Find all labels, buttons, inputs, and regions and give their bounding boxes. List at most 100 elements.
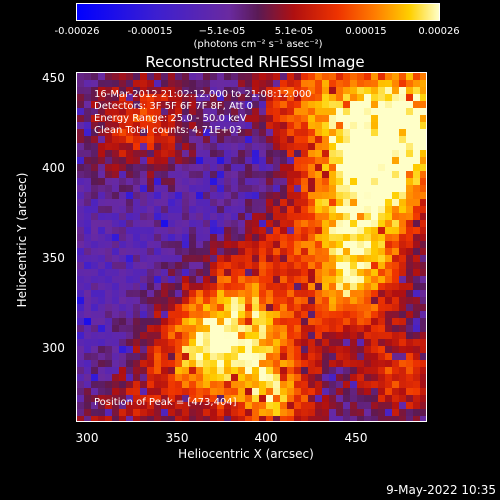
image-pixel bbox=[126, 283, 133, 290]
image-pixel bbox=[350, 248, 357, 255]
image-pixel bbox=[371, 157, 378, 164]
image-pixel bbox=[301, 416, 308, 421]
image-pixel bbox=[329, 353, 336, 360]
image-pixel bbox=[161, 416, 168, 421]
image-pixel bbox=[112, 136, 119, 143]
image-pixel bbox=[245, 360, 252, 367]
image-pixel bbox=[399, 164, 406, 171]
image-pixel bbox=[413, 129, 420, 136]
image-pixel bbox=[98, 248, 105, 255]
image-pixel bbox=[175, 199, 182, 206]
image-pixel bbox=[392, 276, 399, 283]
image-pixel bbox=[77, 192, 84, 199]
image-pixel bbox=[308, 199, 315, 206]
image-pixel bbox=[315, 325, 322, 332]
image-pixel bbox=[231, 234, 238, 241]
image-pixel bbox=[315, 94, 322, 101]
image-pixel bbox=[84, 248, 91, 255]
image-pixel bbox=[126, 353, 133, 360]
image-pixel bbox=[175, 87, 182, 94]
image-pixel bbox=[112, 122, 119, 129]
colorbar-tick: -0.00015 bbox=[127, 26, 173, 37]
image-pixel bbox=[98, 143, 105, 150]
image-pixel bbox=[133, 192, 140, 199]
image-pixel bbox=[357, 304, 364, 311]
image-pixel bbox=[196, 115, 203, 122]
image-pixel bbox=[154, 402, 161, 409]
image-pixel bbox=[252, 101, 259, 108]
image-pixel bbox=[371, 164, 378, 171]
image-pixel bbox=[371, 241, 378, 248]
image-pixel bbox=[168, 136, 175, 143]
image-pixel bbox=[392, 304, 399, 311]
image-pixel bbox=[238, 192, 245, 199]
image-pixel bbox=[280, 388, 287, 395]
image-pixel bbox=[273, 115, 280, 122]
image-pixel bbox=[378, 346, 385, 353]
image-pixel bbox=[336, 346, 343, 353]
image-pixel bbox=[133, 311, 140, 318]
image-pixel bbox=[385, 276, 392, 283]
image-pixel bbox=[210, 171, 217, 178]
image-pixel bbox=[322, 108, 329, 115]
image-pixel bbox=[280, 409, 287, 416]
image-pixel bbox=[406, 262, 413, 269]
image-pixel bbox=[182, 94, 189, 101]
image-pixel bbox=[357, 185, 364, 192]
image-pixel bbox=[364, 178, 371, 185]
image-pixel bbox=[371, 108, 378, 115]
image-pixel bbox=[140, 381, 147, 388]
image-pixel bbox=[294, 360, 301, 367]
image-pixel bbox=[287, 311, 294, 318]
image-pixel bbox=[336, 360, 343, 367]
image-pixel bbox=[175, 367, 182, 374]
image-pixel bbox=[273, 80, 280, 87]
image-pixel bbox=[168, 262, 175, 269]
image-pixel bbox=[350, 199, 357, 206]
image-pixel bbox=[273, 262, 280, 269]
image-pixel bbox=[224, 276, 231, 283]
image-pixel bbox=[84, 339, 91, 346]
image-pixel bbox=[399, 80, 406, 87]
image-pixel bbox=[140, 262, 147, 269]
image-pixel bbox=[231, 108, 238, 115]
image-pixel bbox=[420, 143, 426, 150]
image-pixel bbox=[210, 416, 217, 421]
image-pixel bbox=[371, 192, 378, 199]
image-pixel bbox=[182, 150, 189, 157]
image-pixel bbox=[378, 255, 385, 262]
image-pixel bbox=[203, 248, 210, 255]
peak-position: Position of Peak = [473,404] bbox=[94, 397, 237, 408]
image-pixel bbox=[91, 94, 98, 101]
image-pixel bbox=[210, 213, 217, 220]
image-pixel bbox=[147, 339, 154, 346]
image-pixel bbox=[98, 206, 105, 213]
image-pixel bbox=[343, 395, 350, 402]
image-pixel bbox=[343, 136, 350, 143]
image-pixel bbox=[343, 283, 350, 290]
image-pixel bbox=[133, 409, 140, 416]
image-pixel bbox=[399, 241, 406, 248]
image-pixel bbox=[203, 416, 210, 421]
image-pixel bbox=[392, 360, 399, 367]
image-pixel bbox=[315, 164, 322, 171]
image-pixel bbox=[112, 339, 119, 346]
image-pixel bbox=[210, 388, 217, 395]
image-pixel bbox=[210, 339, 217, 346]
image-pixel bbox=[301, 269, 308, 276]
image-pixel bbox=[84, 374, 91, 381]
image-pixel bbox=[413, 80, 420, 87]
image-pixel bbox=[154, 199, 161, 206]
image-pixel bbox=[259, 157, 266, 164]
image-pixel bbox=[259, 122, 266, 129]
image-pixel bbox=[322, 129, 329, 136]
image-pixel bbox=[259, 185, 266, 192]
image-pixel bbox=[315, 171, 322, 178]
image-pixel bbox=[154, 325, 161, 332]
image-pixel bbox=[168, 353, 175, 360]
image-pixel bbox=[301, 297, 308, 304]
image-pixel bbox=[406, 332, 413, 339]
image-pixel bbox=[329, 143, 336, 150]
image-pixel bbox=[119, 248, 126, 255]
image-pixel bbox=[259, 129, 266, 136]
